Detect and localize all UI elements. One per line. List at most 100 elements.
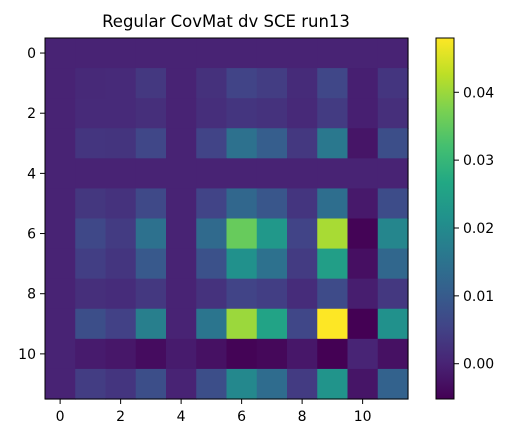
heatmap-cell-r1-c7 <box>256 68 288 99</box>
heatmap-cell-r11-c4 <box>166 368 197 400</box>
heatmap-cell-r2-c2 <box>105 98 137 129</box>
heatmap-cell-r8-c5 <box>196 278 228 310</box>
heatmap-cell-r5-c11 <box>377 188 409 220</box>
heatmap-cell-r3-c1 <box>75 128 107 159</box>
heatmap-cell-r4-c5 <box>196 158 228 190</box>
heatmap-cell-r6-c2 <box>105 218 137 250</box>
heatmap-cell-r10-c5 <box>196 338 228 370</box>
heatmap-cell-r6-c0 <box>45 218 76 250</box>
heatmap-cell-r2-c10 <box>347 98 379 129</box>
heatmap-cell-r4-c2 <box>105 158 137 190</box>
heatmap-cell-r2-c3 <box>135 98 167 129</box>
y-tick-label: 10 <box>18 347 36 363</box>
heatmap-cell-r6-c6 <box>226 218 258 250</box>
y-axis: 0 2 4 6 8 10 <box>18 46 45 363</box>
heatmap-cell-r7-c2 <box>105 248 137 280</box>
heatmap-cell-r7-c6 <box>226 248 258 280</box>
heatmap-cell-r8-c0 <box>45 278 76 310</box>
heatmap-cell-r5-c8 <box>287 188 318 220</box>
heatmap-cell-r9-c3 <box>135 308 167 340</box>
x-tick-label: 4 <box>177 409 186 425</box>
heatmap-cell-r7-c5 <box>196 248 228 280</box>
heatmap-cell-r4-c10 <box>347 158 379 190</box>
heatmap-cell-r8-c9 <box>317 278 349 310</box>
colorbar-frame <box>435 37 455 400</box>
heatmap-cell-r5-c0 <box>45 188 76 220</box>
heatmap-cell-r9-c4 <box>166 308 197 340</box>
heatmap-cell-r4-c11 <box>377 158 409 190</box>
heatmap-cell-r8-c10 <box>347 278 379 310</box>
heatmap-cell-r9-c1 <box>75 308 107 340</box>
heatmap-cell-r2-c7 <box>256 98 288 129</box>
heatmap-cell-r7-c3 <box>135 248 167 280</box>
heatmap-cell-r7-c11 <box>377 248 409 280</box>
colorbar-tick-label: 0.04 <box>463 85 494 101</box>
heatmap-cell-r5-c7 <box>256 188 288 220</box>
heatmap-cell-r11-c1 <box>75 368 107 400</box>
heatmap-cell-r5-c5 <box>196 188 228 220</box>
heatmap-cell-r9-c5 <box>196 308 228 340</box>
heatmap-cell-r4-c6 <box>226 158 258 190</box>
heatmap-cell-r9-c6 <box>226 308 258 340</box>
heatmap-cell-r7-c7 <box>256 248 288 280</box>
heatmap-cell-r9-c9 <box>317 308 349 340</box>
heatmap-cell-r10-c9 <box>317 338 349 370</box>
heatmap-cell-r5-c9 <box>317 188 349 220</box>
heatmap-cell-r0-c8 <box>287 38 318 69</box>
heatmap-cell-r0-c2 <box>105 38 137 69</box>
heatmap-cell-r3-c5 <box>196 128 228 159</box>
heatmap-cell-r2-c9 <box>317 98 349 129</box>
heatmap-cell-r3-c0 <box>45 128 76 159</box>
heatmap-cell-r9-c11 <box>377 308 409 340</box>
heatmap-cell-r1-c4 <box>166 68 197 99</box>
heatmap-cell-r5-c10 <box>347 188 379 220</box>
x-axis: 0 2 4 6 8 10 <box>56 399 372 425</box>
heatmap-cell-r1-c0 <box>45 68 76 99</box>
heatmap-cell-r7-c10 <box>347 248 379 280</box>
heatmap-cell-r11-c7 <box>256 368 288 400</box>
y-tick-label: 4 <box>27 166 36 182</box>
heatmap-cell-r7-c8 <box>287 248 318 280</box>
heatmap-cell-r1-c11 <box>377 68 409 99</box>
heatmap-cell-r11-c8 <box>287 368 318 400</box>
heatmap-cell-r11-c6 <box>226 368 258 400</box>
x-tick-label: 10 <box>354 409 372 425</box>
heatmap-cell-r8-c11 <box>377 278 409 310</box>
heatmap-cell-r11-c3 <box>135 368 167 400</box>
heatmap-cell-r6-c10 <box>347 218 379 250</box>
heatmap-cell-r10-c11 <box>377 338 409 370</box>
heatmap-cell-r1-c6 <box>226 68 258 99</box>
heatmap-cell-r4-c8 <box>287 158 318 190</box>
colorbar-gradient <box>436 38 454 399</box>
heatmap-cell-r0-c6 <box>226 38 258 69</box>
x-tick-label: 2 <box>116 409 125 425</box>
heatmap-cell-r4-c9 <box>317 158 349 190</box>
heatmap-cell-r6-c7 <box>256 218 288 250</box>
heatmap-cell-r3-c10 <box>347 128 379 159</box>
heatmap-cell-r11-c5 <box>196 368 228 400</box>
colorbar-tick-label: 0.03 <box>463 153 494 169</box>
heatmap-cell-r6-c11 <box>377 218 409 250</box>
heatmap-cell-r10-c7 <box>256 338 288 370</box>
plot-frame <box>44 37 409 400</box>
colorbar-tick-label: 0.00 <box>463 357 494 373</box>
y-tick-label: 0 <box>27 46 36 62</box>
colorbar-tick-label: 0.02 <box>463 221 494 237</box>
heatmap-cell-r5-c4 <box>166 188 197 220</box>
heatmap-cell-r1-c2 <box>105 68 137 99</box>
x-tick-label: 8 <box>298 409 307 425</box>
heatmap-cell-r1-c3 <box>135 68 167 99</box>
heatmap-cell-r8-c8 <box>287 278 318 310</box>
heatmap-cells <box>45 38 409 400</box>
heatmap-cell-r2-c11 <box>377 98 409 129</box>
heatmap-cell-r5-c6 <box>226 188 258 220</box>
heatmap-cell-r3-c9 <box>317 128 349 159</box>
heatmap-cell-r10-c0 <box>45 338 76 370</box>
heatmap-cell-r10-c6 <box>226 338 258 370</box>
heatmap-cell-r4-c4 <box>166 158 197 190</box>
heatmap-cell-r9-c2 <box>105 308 137 340</box>
heatmap-cell-r4-c7 <box>256 158 288 190</box>
heatmap-cell-r10-c1 <box>75 338 107 370</box>
heatmap-cell-r8-c7 <box>256 278 288 310</box>
heatmap-cell-r0-c4 <box>166 38 197 69</box>
